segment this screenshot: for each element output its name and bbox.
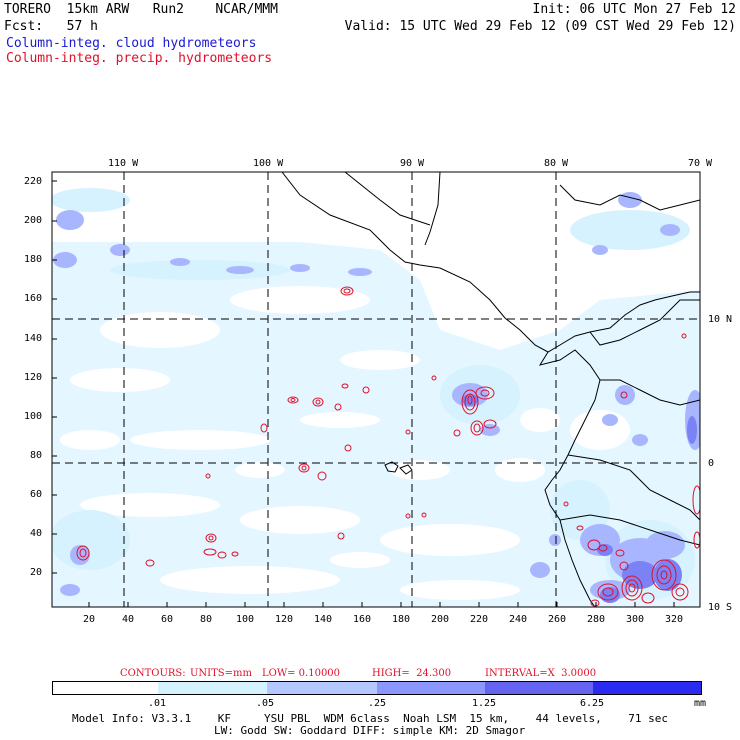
x-tick-label: 80 (200, 614, 213, 625)
x-tick-label: 180 (392, 614, 411, 625)
legend-precip: Column-integ. precip. hydrometeors (6, 51, 273, 66)
lon-label: 110 W (108, 158, 139, 169)
color-bin (485, 681, 593, 695)
color-bin (593, 681, 702, 695)
color-bin (377, 681, 485, 695)
y-tick-label: 60 (30, 489, 43, 500)
x-tick-label: 60 (161, 614, 174, 625)
lon-label: 100 W (253, 158, 284, 169)
lon-label: 80 W (544, 158, 569, 169)
x-tick-label: 100 (236, 614, 255, 625)
lat-label: 10 N (708, 314, 733, 325)
contour-low: LOW= 0.10000 (262, 668, 341, 679)
y-tick-label: 220 (24, 176, 43, 187)
x-tick-label: 120 (275, 614, 294, 625)
y-tick-label: 120 (24, 372, 43, 383)
color-bin (267, 681, 377, 695)
colorbar-label: .25 (368, 698, 387, 709)
y-tick-label: 180 (24, 254, 43, 265)
contour-high: HIGH= 24.300 (372, 668, 452, 679)
legend-cloud: Column-integ. cloud hydrometeors (6, 36, 257, 51)
x-tick-label: 260 (548, 614, 567, 625)
lon-label: 90 W (400, 158, 425, 169)
lon-label: 70 W (688, 158, 713, 169)
physics-info: LW: Godd SW: Goddard DIFF: simple KM: 2D… (214, 724, 526, 737)
contour-label: CONTOURS: (120, 668, 186, 679)
x-tick-label: 320 (665, 614, 684, 625)
colorbar-label: 6.25 (580, 698, 605, 709)
precip-contours (76, 286, 700, 607)
y-tick-label: 20 (30, 567, 43, 578)
x-tick-label: 140 (314, 614, 333, 625)
y-tick-label: 100 (24, 411, 43, 422)
init-time: Init: 06 UTC Mon 27 Feb 12 (532, 2, 737, 17)
color-bin (52, 681, 159, 695)
valid-time: Valid: 15 UTC Wed 29 Feb 12 (09 CST Wed … (344, 19, 736, 34)
contour-units: UNITS=mm (190, 668, 252, 679)
forecast-hour: Fcst: 57 h (4, 19, 98, 34)
x-tick-label: 40 (122, 614, 135, 625)
contour-interval: INTERVAL=X 3.0000 (485, 668, 597, 679)
plot-frame (51, 171, 701, 608)
colorbar-label: 1.25 (472, 698, 497, 709)
model-info: Model Info: V3.3.1 KF YSU PBL WDM 6class… (72, 712, 669, 725)
latlon-grid (52, 172, 700, 607)
x-tick-label: 220 (470, 614, 489, 625)
x-tick-label: 240 (509, 614, 528, 625)
x-tick-label: 20 (83, 614, 96, 625)
color-bin (158, 681, 267, 695)
lat-label: 0 (708, 458, 715, 469)
y-tick-label: 160 (24, 293, 43, 304)
axis-ticks (52, 180, 675, 607)
lat-label: 10 S (708, 602, 733, 613)
x-tick-label: 300 (626, 614, 645, 625)
model-title: TORERO 15km ARW Run2 NCAR/MMM (4, 2, 278, 17)
x-tick-label: 160 (353, 614, 372, 625)
y-tick-label: 140 (24, 333, 43, 344)
cloud-shading (52, 172, 700, 603)
y-tick-label: 40 (30, 528, 43, 539)
colorbar-label: .05 (256, 698, 275, 709)
x-tick-label: 280 (587, 614, 606, 625)
y-tick-label: 80 (30, 450, 43, 461)
y-tick-label: 200 (24, 215, 43, 226)
colorbar-unit: mm (694, 698, 707, 709)
colorbar-label: .01 (148, 698, 167, 709)
x-tick-label: 200 (431, 614, 450, 625)
